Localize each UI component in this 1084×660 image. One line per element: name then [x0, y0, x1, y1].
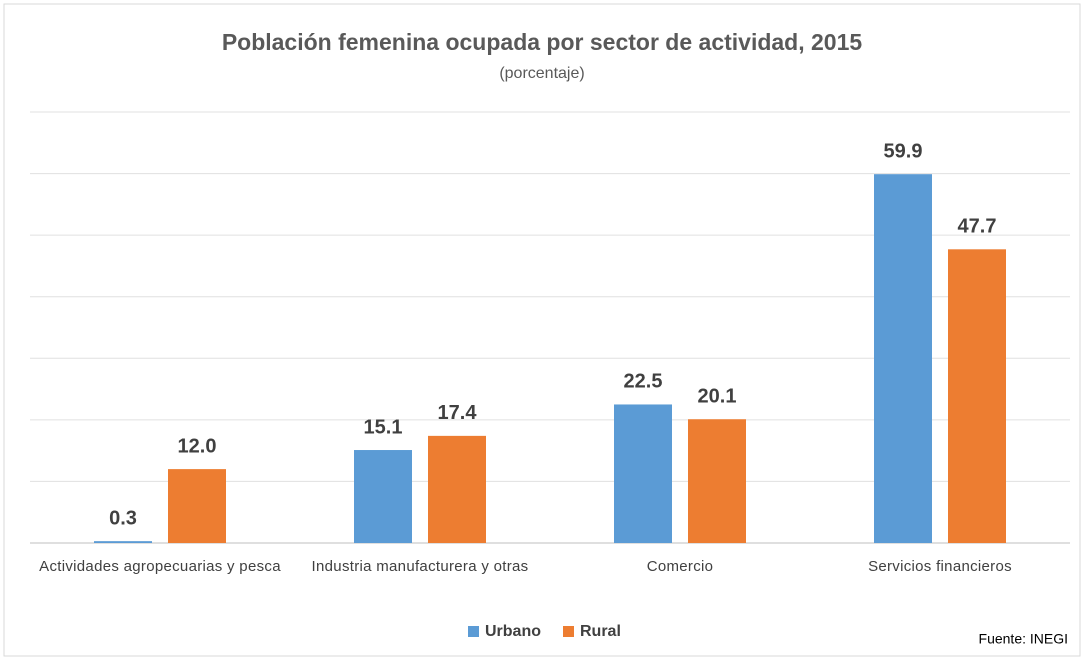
bar [614, 404, 672, 543]
x-tick-label: Industria manufacturera y otras [311, 558, 529, 575]
bar [428, 435, 486, 543]
value-label: 22.5 [624, 371, 663, 393]
value-label: 0.3 [109, 507, 137, 529]
value-label: 20.1 [698, 386, 737, 408]
bar [94, 541, 152, 543]
bar [168, 469, 226, 543]
bar [874, 174, 932, 544]
value-label: 47.7 [958, 216, 997, 238]
x-tick-label: Comercio [646, 558, 714, 575]
legend-label: Rural [580, 623, 621, 640]
x-tick-label: Servicios financieros [868, 558, 1012, 575]
bar [354, 450, 412, 543]
chart-subtitle: (porcentaje) [499, 65, 584, 82]
legend-swatch [468, 626, 479, 637]
legend-swatch [563, 626, 574, 637]
bar [688, 419, 746, 543]
legend-label: Urbano [485, 623, 541, 640]
value-label: 12.0 [178, 435, 217, 457]
chart-title: Población femenina ocupada por sector de… [222, 29, 863, 55]
bar [948, 249, 1006, 543]
value-label: 15.1 [364, 416, 403, 438]
value-label: 17.4 [438, 402, 478, 424]
x-tick-label: Actividades agropecuarias y pesca [39, 558, 281, 575]
source: Fuente: INEGI [979, 631, 1068, 647]
value-label: 59.9 [884, 140, 923, 162]
